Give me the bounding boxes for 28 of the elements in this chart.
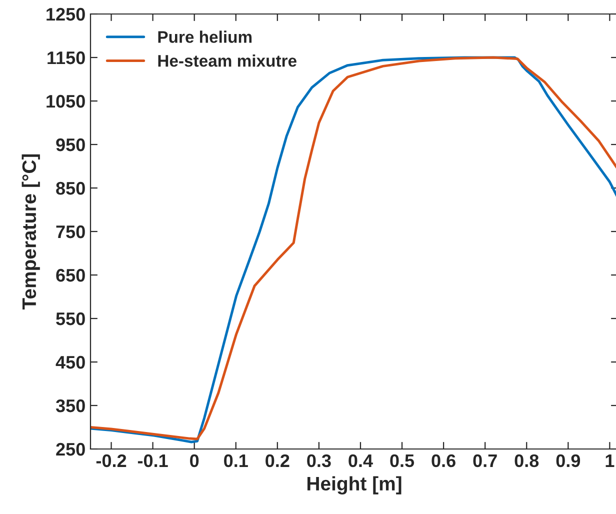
y-tick-label: 350 — [56, 399, 85, 412]
y-tick-label: 950 — [56, 138, 85, 152]
y-axis-title: Temperature [°C] — [22, 154, 40, 310]
y-tick-label: 1150 — [48, 51, 85, 64]
x-axis-title: Height [m] — [307, 476, 402, 494]
x-tick-label: 0.2 — [266, 454, 290, 468]
y-tick-label: 250 — [56, 442, 85, 456]
x-tick-label: 0.3 — [307, 454, 331, 468]
x-tick-label: 0 — [190, 454, 199, 468]
x-tick-label: 0.9 — [556, 454, 580, 468]
x-tick-label: 0.6 — [432, 454, 456, 468]
legend-label: Pure helium — [158, 30, 252, 43]
y-tick-label: 850 — [56, 182, 85, 195]
y-tick-label: 550 — [56, 312, 85, 326]
y-tick-label: 1250 — [46, 8, 85, 21]
x-tick-label: 0.4 — [348, 454, 373, 468]
x-tick-label: 1 — [606, 454, 614, 467]
legend-label: He-steam mixutre — [158, 54, 296, 67]
y-tick-label: 650 — [56, 268, 85, 282]
x-tick-label: 0.8 — [514, 454, 539, 468]
y-tick-label: 450 — [56, 356, 85, 369]
x-tick-label: 0.1 — [224, 454, 248, 468]
x-tick-label: -0.2 — [96, 454, 126, 468]
y-tick-label: 750 — [56, 225, 85, 238]
y-tick-label: 1050 — [46, 94, 85, 108]
x-tick-label: 0.5 — [390, 454, 414, 468]
x-tick-label: 0.7 — [473, 454, 497, 468]
x-tick-label: -0.1 — [138, 454, 168, 468]
